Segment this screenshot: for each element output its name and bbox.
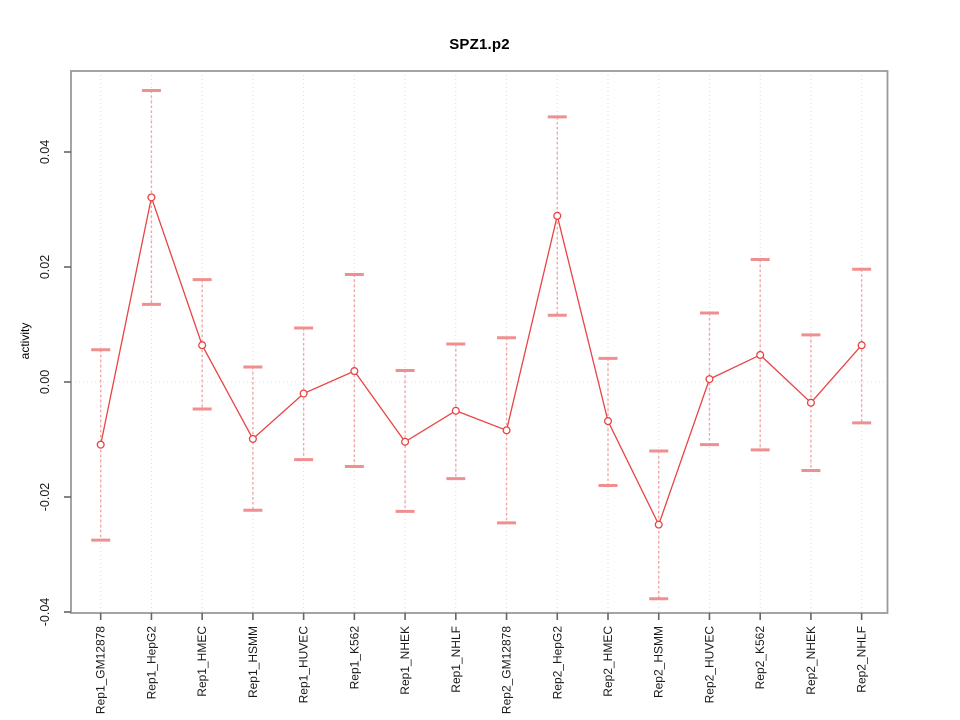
x-tick-label: Rep1_HSMM xyxy=(246,626,260,698)
data-point xyxy=(654,520,663,529)
x-tick-label: Rep1_HMEC xyxy=(195,626,209,697)
x-tick-label: Rep1_GM12878 xyxy=(94,626,108,714)
data-point xyxy=(603,417,613,426)
x-tick-label: Rep1_HepG2 xyxy=(144,626,158,700)
x-tick-label: Rep1_K562 xyxy=(347,626,361,690)
y-tick-label: -0.02 xyxy=(38,483,52,512)
y-tick-label: 0.04 xyxy=(38,140,52,164)
x-tick-label: Rep2_HSMM xyxy=(652,626,666,698)
chart-title: SPZ1.p2 xyxy=(449,36,510,53)
x-tick-label: Rep2_HepG2 xyxy=(550,626,564,700)
data-point xyxy=(857,341,866,350)
data-point xyxy=(350,367,359,376)
y-tick-label: 0.02 xyxy=(38,255,52,279)
x-tick-label: Rep2_NHLF xyxy=(855,626,869,693)
data-point xyxy=(553,211,562,220)
data-point xyxy=(756,350,765,360)
x-tick-label: Rep1_HUVEC xyxy=(297,626,311,704)
x-tick-label: Rep2_GM12878 xyxy=(500,626,514,714)
x-tick-label: Rep2_K562 xyxy=(753,626,767,690)
series-line xyxy=(100,194,863,527)
data-point xyxy=(299,389,308,398)
data-point xyxy=(502,426,511,435)
data-point xyxy=(705,375,714,384)
y-tick-label: 0.00 xyxy=(38,370,52,394)
data-point xyxy=(147,193,156,202)
data-point xyxy=(451,406,460,415)
x-tick-label: Rep2_HMEC xyxy=(601,626,615,697)
x-tick-label: Rep2_HUVEC xyxy=(702,626,716,704)
data-point xyxy=(248,434,257,443)
x-tick-label: Rep1_NHLF xyxy=(449,626,463,693)
x-tick-label: Rep2_NHEK xyxy=(804,626,818,695)
plot-border xyxy=(70,70,889,614)
data-point xyxy=(96,440,105,449)
data-point xyxy=(806,398,815,407)
y-tick-label: -0.04 xyxy=(38,598,52,627)
x-tick-label: Rep1_NHEK xyxy=(398,626,412,695)
data-point xyxy=(401,437,410,446)
data-point xyxy=(198,341,207,350)
